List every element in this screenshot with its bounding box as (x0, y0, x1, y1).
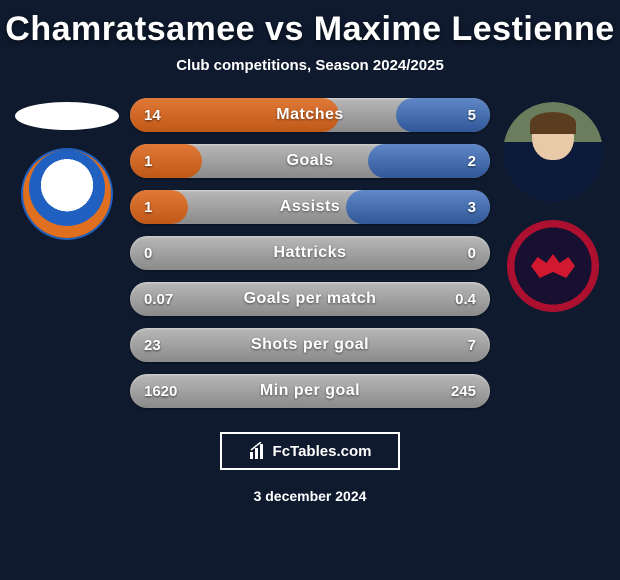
stat-left-value: 23 (144, 337, 161, 354)
stat-right-value: 7 (468, 337, 476, 354)
footer-brand-text: FcTables.com (273, 443, 372, 460)
stat-row: 0 Hattricks 0 (130, 236, 490, 270)
stat-label: Shots per goal (251, 336, 369, 354)
stat-right-value: 0 (468, 245, 476, 262)
stat-label: Hattricks (274, 244, 347, 262)
stat-right-value: 3 (468, 199, 476, 216)
stat-row: 1620 Min per goal 245 (130, 374, 490, 408)
left-fill (130, 190, 188, 224)
stat-left-value: 14 (144, 107, 161, 124)
left-club-crest (23, 150, 111, 238)
stats-column: 14 Matches 5 1 Goals 2 1 Assists 3 0 Hattricks 0 0.0… (130, 98, 490, 408)
stat-left-value: 1 (144, 153, 152, 170)
stat-right-value: 5 (468, 107, 476, 124)
left-fill (130, 144, 202, 178)
stat-label: Matches (276, 106, 344, 124)
infographic-date: 3 december 2024 (0, 488, 620, 504)
right-player-avatar (503, 102, 603, 202)
stat-label: Goals per match (244, 290, 377, 308)
stat-row: 1 Goals 2 (130, 144, 490, 178)
stat-left-value: 0 (144, 245, 152, 262)
footer-brand-badge: FcTables.com (220, 432, 400, 470)
stat-label: Min per goal (260, 382, 360, 400)
page-subtitle: Club competitions, Season 2024/2025 (0, 57, 620, 74)
comparison-infographic: Chamratsamee vs Maxime Lestienne Club co… (0, 0, 620, 580)
stat-right-value: 0.4 (455, 291, 476, 308)
right-side-column (498, 98, 608, 310)
main-layout: 14 Matches 5 1 Goals 2 1 Assists 3 0 Hattricks 0 0.0… (0, 98, 620, 408)
stat-right-value: 2 (468, 153, 476, 170)
page-title: Chamratsamee vs Maxime Lestienne (0, 10, 620, 49)
stat-right-value: 245 (451, 383, 476, 400)
stat-row: 23 Shots per goal 7 (130, 328, 490, 362)
stat-label: Goals (287, 152, 334, 170)
stat-row: 1 Assists 3 (130, 190, 490, 224)
right-club-crest (509, 222, 597, 310)
stat-left-value: 1 (144, 199, 152, 216)
stat-label: Assists (280, 198, 340, 216)
stat-row: 14 Matches 5 (130, 98, 490, 132)
stat-row: 0.07 Goals per match 0.4 (130, 282, 490, 316)
stat-left-value: 0.07 (144, 291, 173, 308)
chart-icon (249, 442, 267, 460)
left-player-avatar (15, 102, 119, 130)
left-side-column (12, 98, 122, 238)
stat-left-value: 1620 (144, 383, 177, 400)
